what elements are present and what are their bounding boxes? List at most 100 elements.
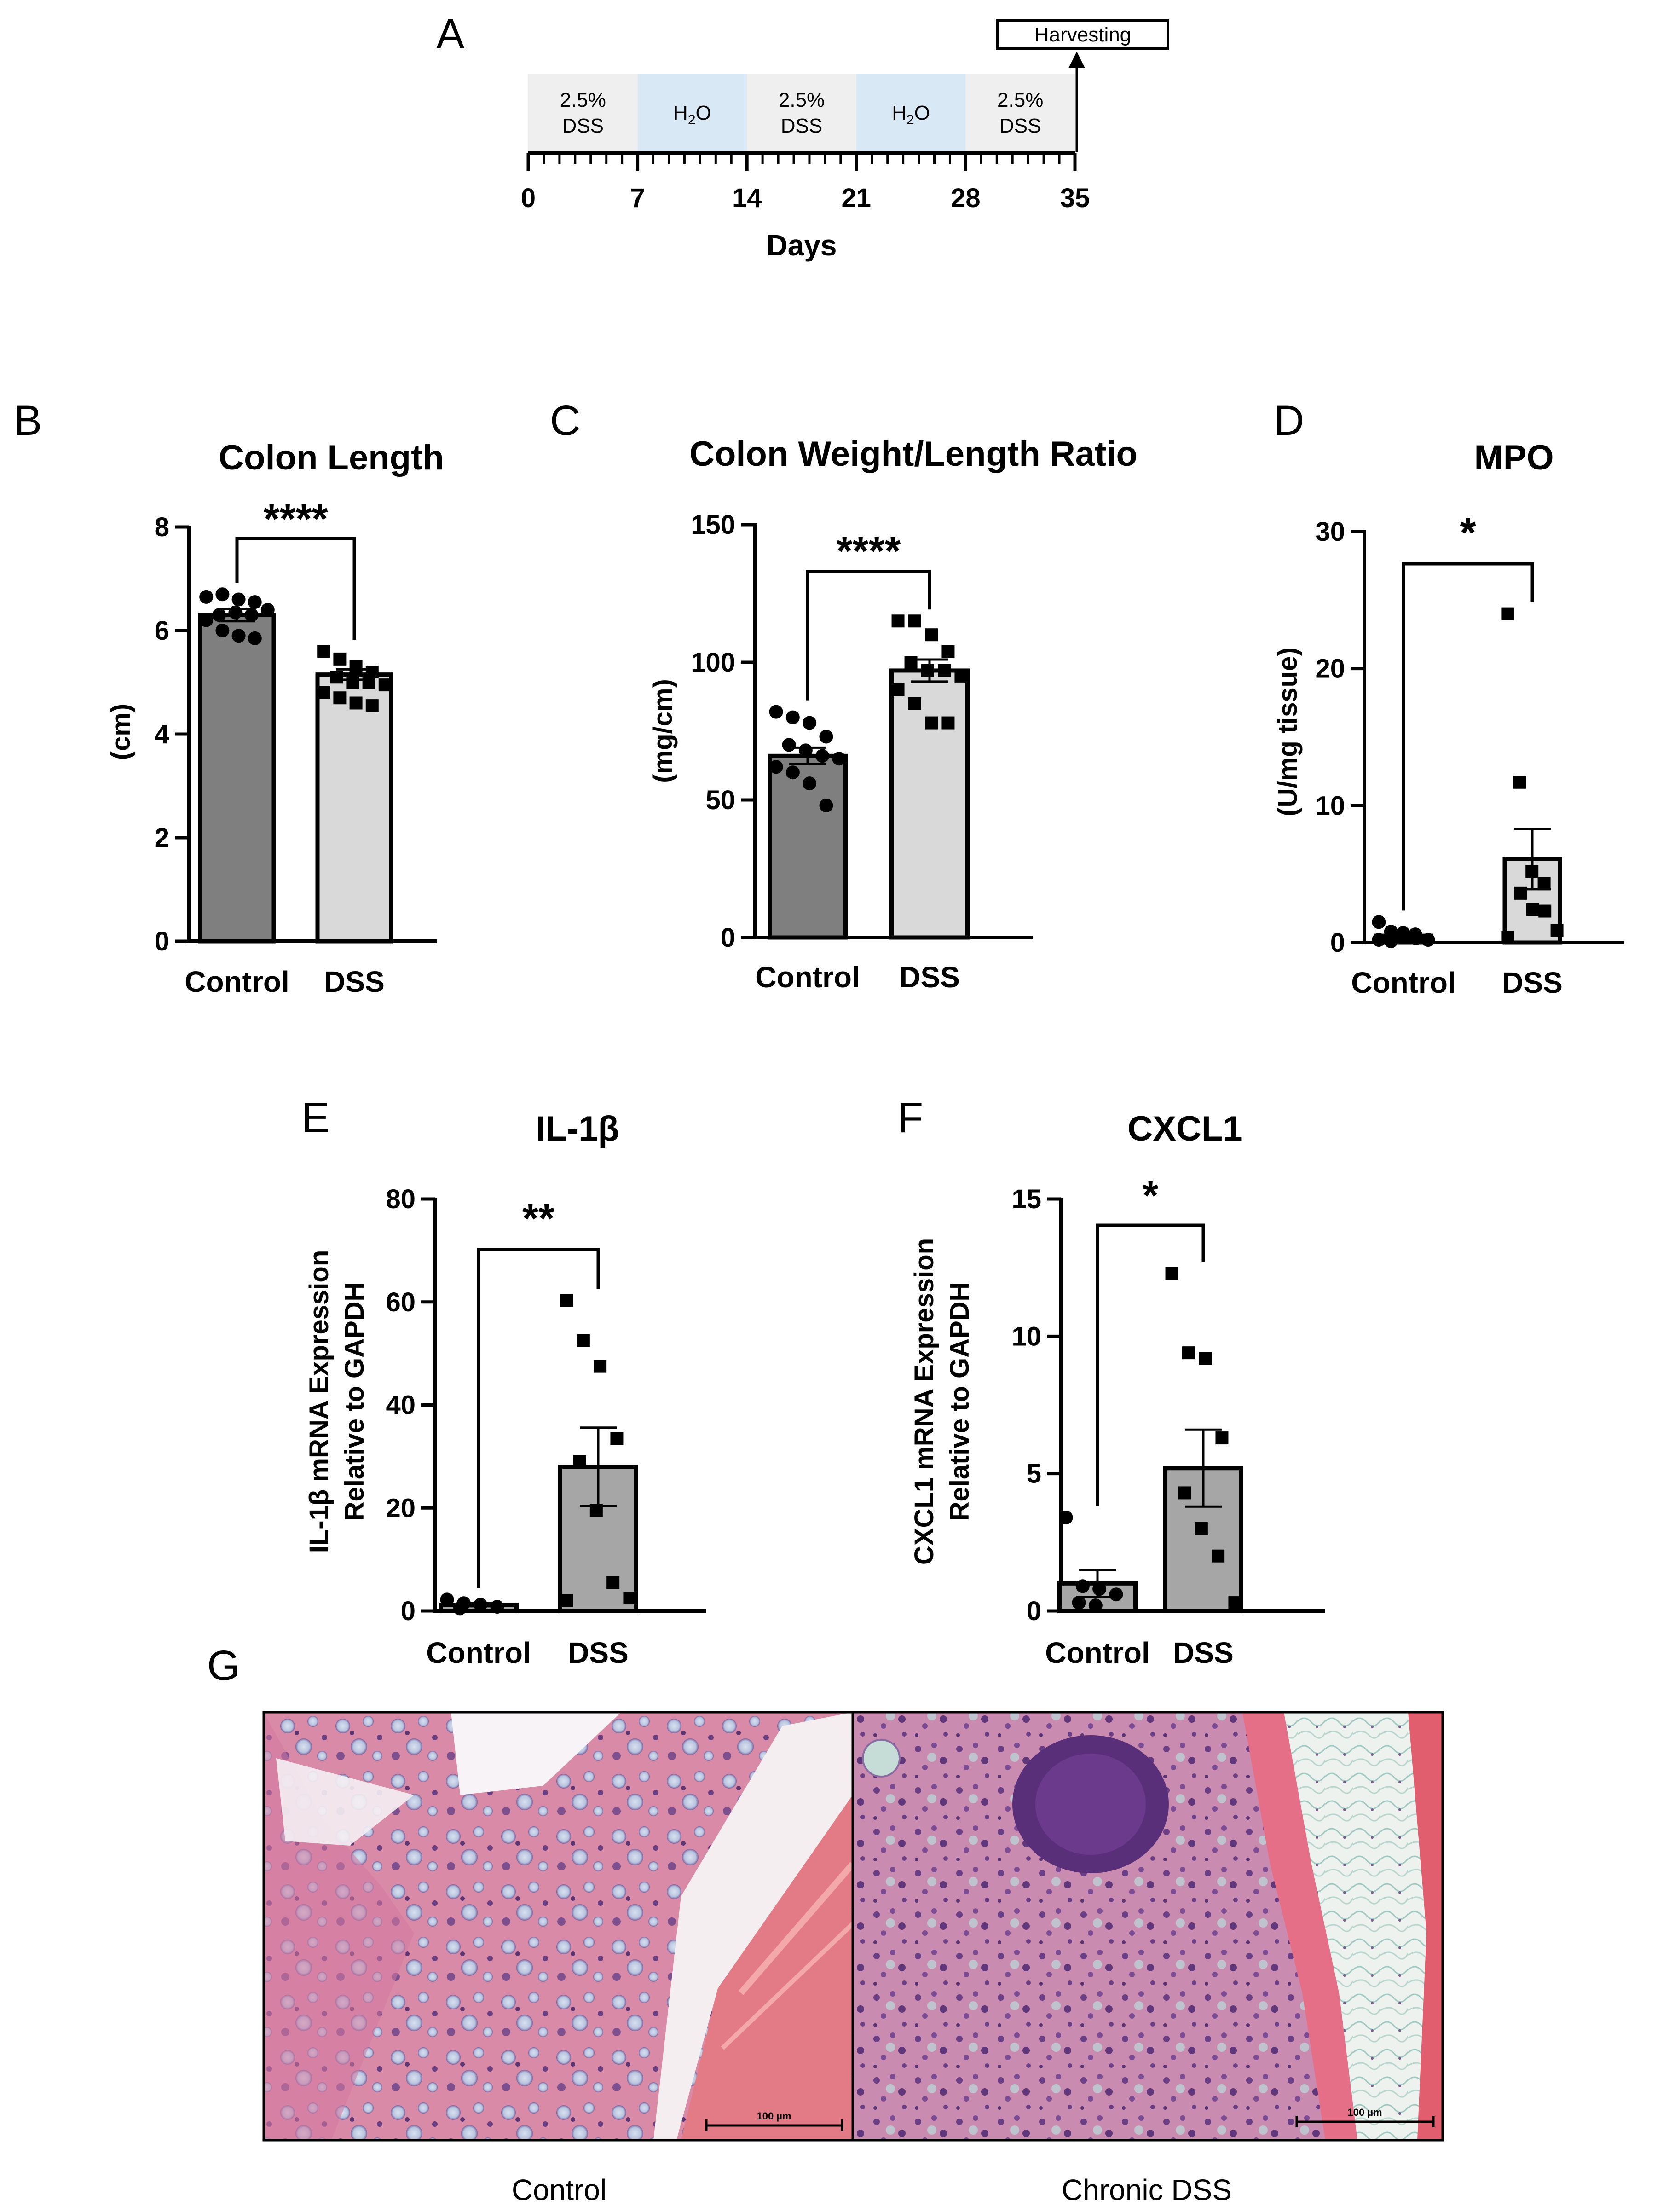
panel-c-ytick-label-150: 150 (691, 510, 735, 540)
panel-c-point-1-8 (891, 683, 905, 696)
panel-f-ylabel-2: Relative to GAPDH (945, 1282, 975, 1521)
panel-b-point-1-1 (333, 652, 347, 666)
panel-f-plot: 0 5 10 15 Control DSS * (1011, 1173, 1325, 1669)
panel-e-plot: 0 20 40 60 80 Control DSS ** (386, 1184, 706, 1669)
timeline-ticks: 0 7 14 21 28 35 (521, 153, 1090, 213)
panel-e-point-1-7 (623, 1592, 636, 1605)
panel-d-point-0-5 (1397, 930, 1411, 944)
panel-c-category-control: Control (755, 961, 860, 994)
panel-d-significance-label: * (1460, 510, 1476, 556)
panel-f-point-0-2 (1092, 1582, 1107, 1596)
histology-image-control: 100 µm (262, 1711, 855, 2142)
panel-b-point-0-7 (260, 603, 275, 617)
panel-d-mpo: D MPO (U/mg tissue) 0 10 20 30 Control DSS * (1273, 397, 1624, 999)
panel-e-category-dss: DSS (568, 1636, 629, 1669)
panel-d-point-1-0 (1501, 607, 1514, 620)
panel-e-point-0-0 (440, 1592, 454, 1607)
panel-f-point-1-7 (1228, 1596, 1242, 1610)
panel-b-point-1-9 (333, 691, 347, 705)
panel-f-cxcl1: F CXCL1 CXCL1 mRNA Expression Relative t… (897, 1094, 1325, 1669)
panel-c-point-1-7 (954, 669, 968, 683)
timeline-tick-label-28: 28 (951, 183, 981, 213)
panel-b-point-0-9 (215, 624, 230, 637)
panel-f-ytick-label-15: 15 (1011, 1184, 1041, 1214)
timeline-tick-label-14: 14 (732, 183, 762, 213)
panel-e-point-0-3 (490, 1600, 504, 1614)
panel-d-category-dss: DSS (1502, 966, 1563, 999)
timeline-segment-label-0-line1: 2.5% (560, 89, 606, 111)
panel-d-point-1-8 (1501, 931, 1514, 944)
panel-c-significance-bracket (806, 570, 931, 701)
harvesting-box (996, 19, 1169, 50)
panel-d-point-0-0 (1372, 915, 1386, 929)
timeline-xlabel: Days (767, 229, 837, 262)
panel-f-point-1-6 (1212, 1549, 1225, 1563)
panel-d-point-0-8 (1372, 933, 1386, 947)
panel-f-point-1-1 (1182, 1346, 1195, 1360)
panel-e-point-1-0 (560, 1294, 573, 1307)
panel-f-point-0-0 (1059, 1511, 1073, 1525)
panel-e-point-0-4 (453, 1601, 467, 1616)
panel-d-significance-bracket (1402, 562, 1534, 911)
harvesting-label: Harvesting (1034, 23, 1131, 46)
histology-caption-dss: Chronic DSS (1062, 2173, 1232, 2206)
panel-d-ytick-label-30: 30 (1315, 517, 1345, 547)
panel-b-point-1-7 (378, 678, 392, 692)
panel-e-point-1-1 (577, 1334, 590, 1347)
panel-d-point-1-5 (1526, 903, 1539, 916)
panel-c-ytick-label-100: 100 (691, 648, 735, 677)
timeline-segment-3 (856, 74, 966, 152)
panel-b-point-0-4 (212, 608, 226, 622)
panel-c-point-0-11 (819, 798, 833, 812)
panel-c-point-1-3 (941, 645, 955, 658)
panel-c-bar-dss (889, 668, 970, 940)
panel-f-point-1-0 (1165, 1267, 1178, 1280)
panel-e-ylabel-2: Relative to GAPDH (340, 1282, 370, 1521)
panel-b-plot: 0 2 4 6 8 Control DSS **** (155, 496, 437, 998)
panel-c-point-1-6 (938, 664, 951, 677)
panel-c-significance-label: **** (836, 528, 901, 574)
timeline-tick-label-0: 0 (521, 183, 536, 213)
panel-b-significance-bracket (235, 537, 356, 640)
panel-c-point-1-0 (891, 614, 905, 628)
panel-b-ytick-label-8: 8 (155, 512, 169, 542)
panel-f-significance-label: * (1142, 1173, 1158, 1219)
panel-c-point-1-2 (925, 628, 938, 642)
panel-b-point-0-8 (199, 613, 214, 627)
panel-c-point-1-10 (925, 716, 938, 730)
panel-f-ytick-label-5: 5 (1027, 1459, 1041, 1489)
panel-b-bar-control (198, 613, 276, 944)
panel-b-ytick-label-0: 0 (155, 926, 169, 956)
panel-d-point-0-9 (1384, 934, 1398, 949)
panel-c-category-dss: DSS (899, 961, 960, 994)
panel-f-category-dss: DSS (1173, 1636, 1234, 1669)
timeline-segment-4 (965, 74, 1075, 152)
panel-d-point-1-4 (1514, 886, 1527, 900)
panel-b-point-0-1 (215, 587, 230, 602)
panel-f-point-0-4 (1072, 1596, 1086, 1610)
panel-g-histology: G 100 µm 1 (207, 1642, 1444, 2206)
panel-d-title: MPO (1474, 438, 1553, 477)
panel-d-ytick-label-10: 10 (1315, 791, 1345, 821)
panel-c-point-0-4 (782, 738, 796, 752)
panel-b-colon-length: B Colon Length (cm) 0 2 4 6 8 Control DSS **** (14, 397, 444, 998)
panel-e-ytick-label-80: 80 (386, 1184, 416, 1214)
panel-letter-a: A (436, 11, 465, 58)
panel-e-significance-bracket (477, 1248, 600, 1588)
panel-c-point-0-10 (803, 776, 817, 791)
panel-b-category-control: Control (185, 965, 289, 998)
panel-letter-c: C (550, 397, 580, 444)
panel-c-point-0-0 (769, 705, 783, 719)
scale-bar-label-dss: 100 µm (1347, 2107, 1382, 2118)
panel-f-point-1-3 (1215, 1431, 1229, 1445)
panel-b-title: Colon Length (219, 438, 444, 477)
panel-f-category-control: Control (1045, 1636, 1150, 1669)
panel-b-ytick-label-4: 4 (155, 719, 169, 749)
panel-d-ytick-label-0: 0 (1330, 928, 1345, 958)
scale-bar-label-control: 100 µm (757, 2110, 791, 2122)
panel-e-point-1-5 (589, 1504, 603, 1517)
panel-d-point-0-6 (1409, 932, 1423, 946)
timeline-segment-label-4-line2: DSS (999, 115, 1041, 137)
